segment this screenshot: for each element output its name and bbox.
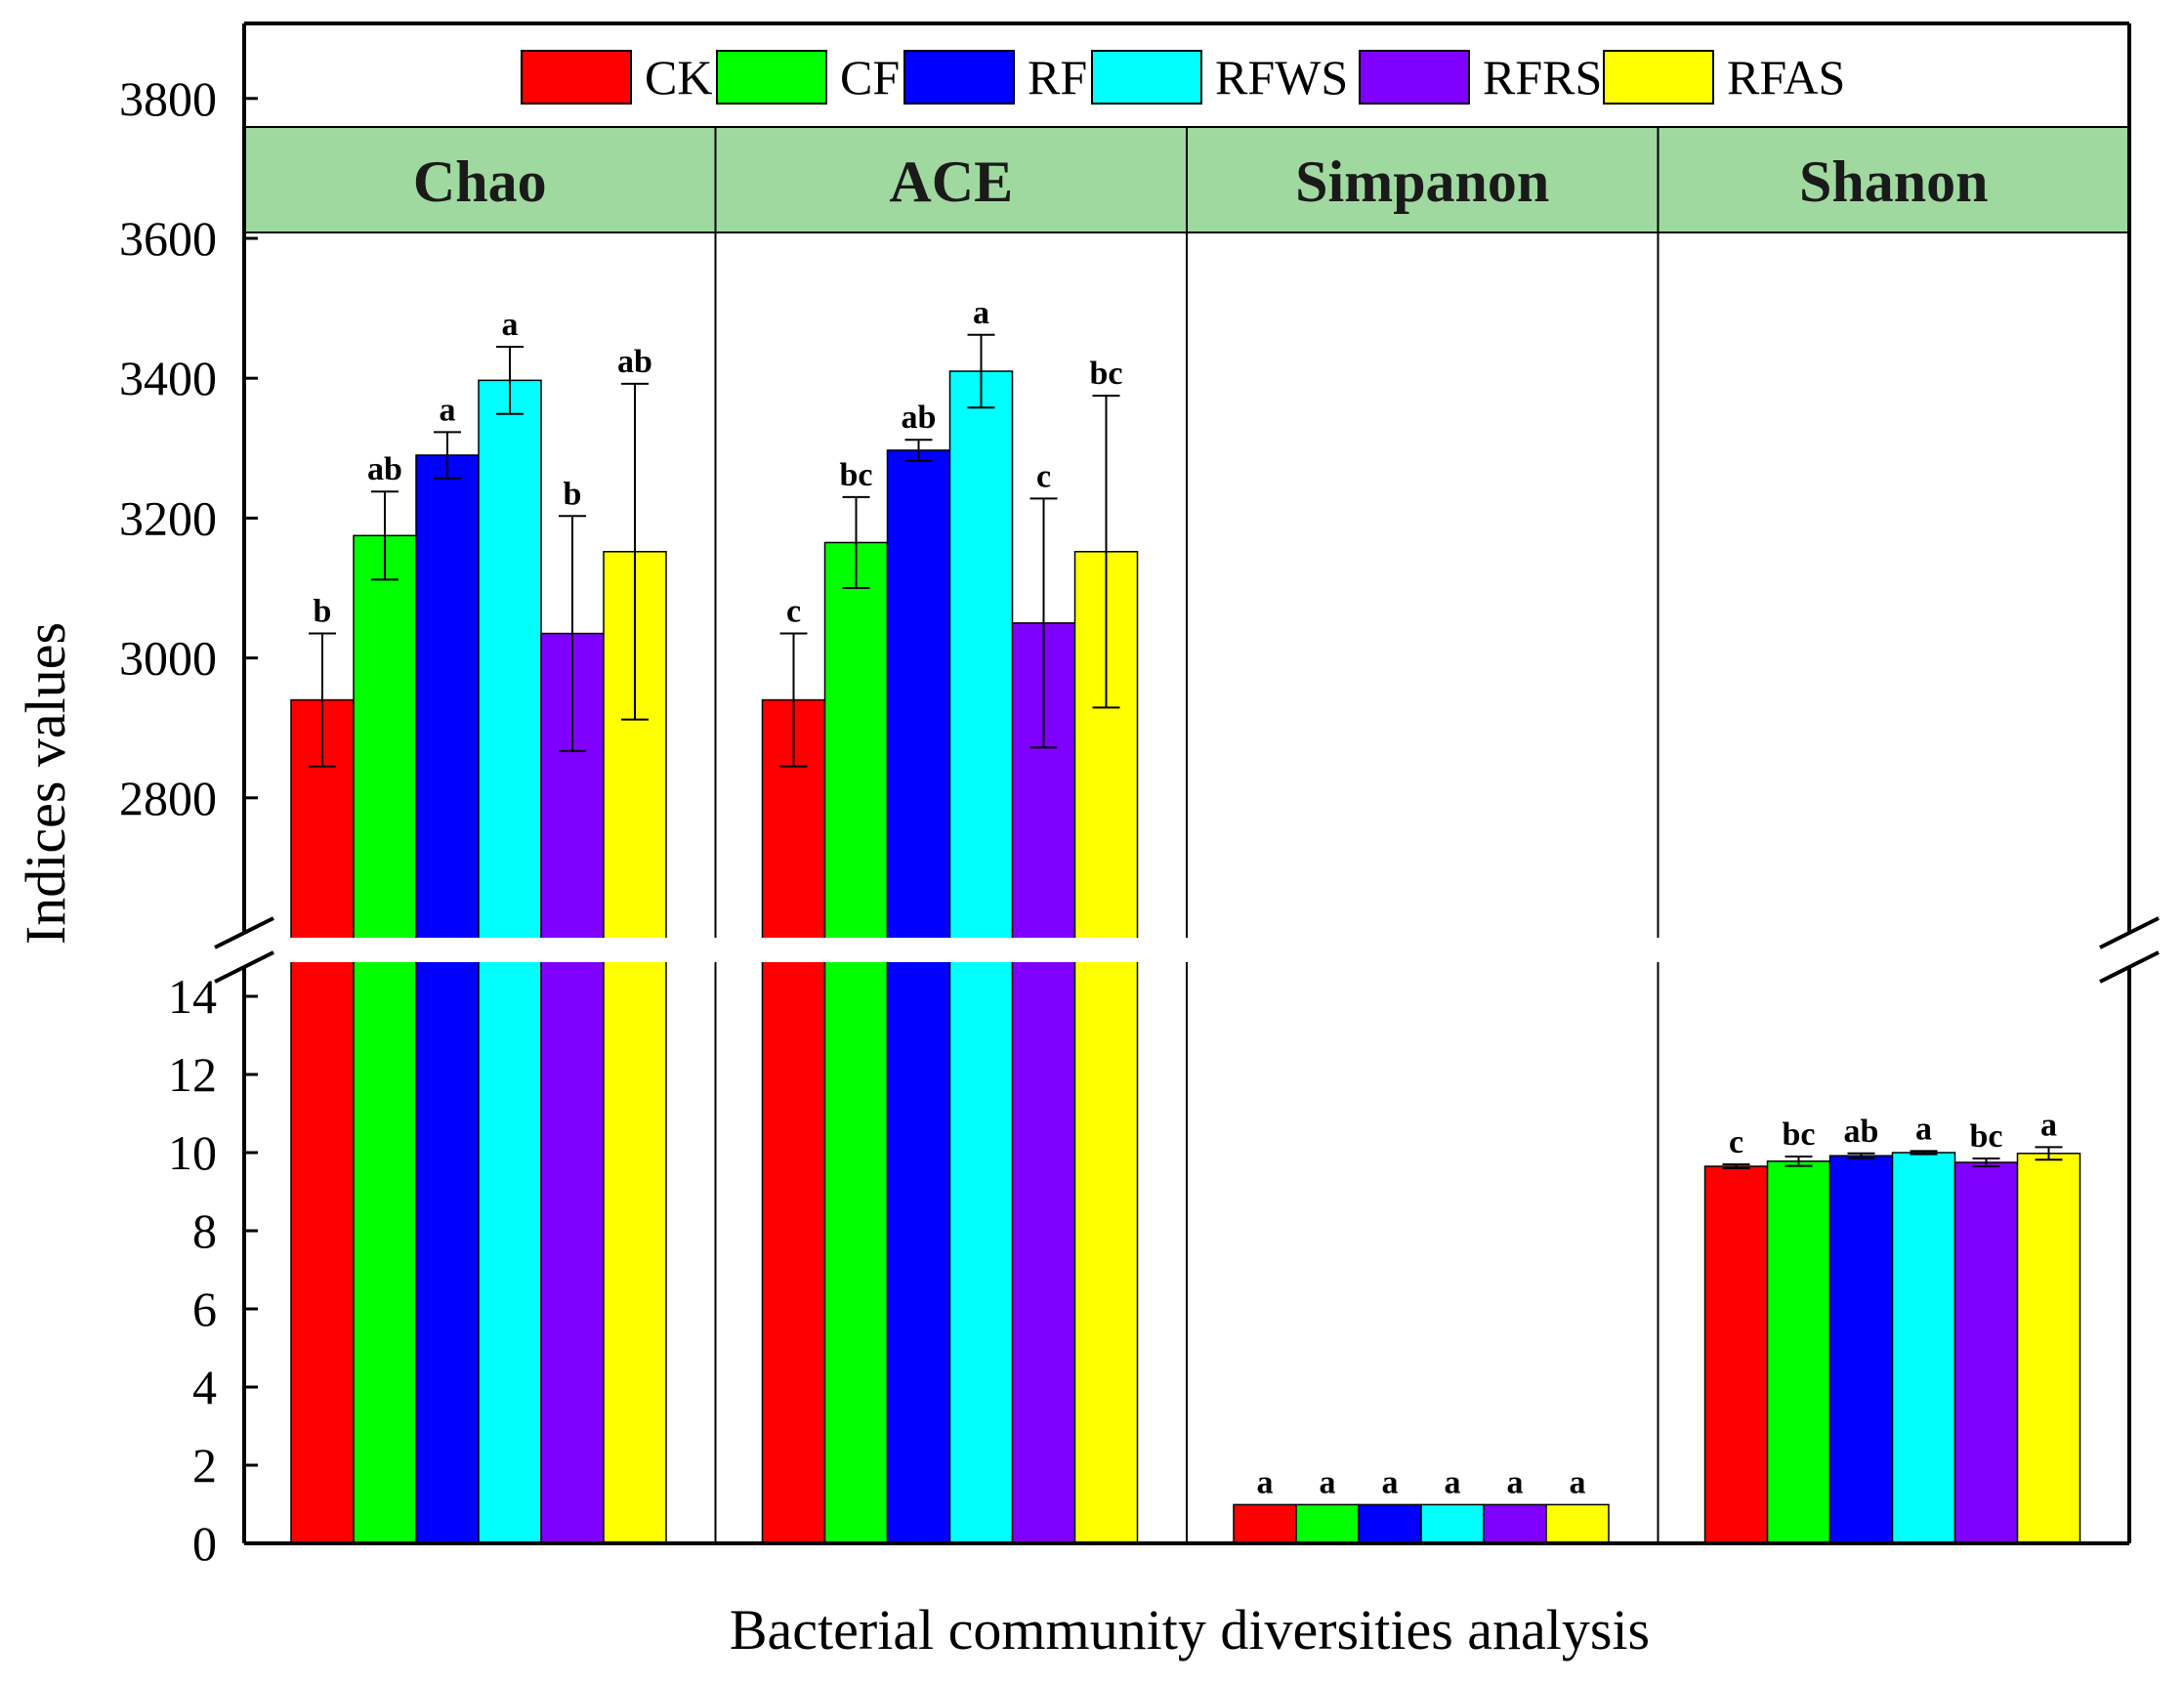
y-tick-label: 0: [192, 1516, 217, 1571]
significance-label: a: [1915, 1111, 1932, 1147]
significance-label: c: [1729, 1124, 1743, 1160]
y-tick-label: 2800: [119, 771, 217, 825]
significance-label: bc: [1090, 356, 1123, 392]
bar-rf-shanon: [1828, 1155, 1894, 1544]
bar-rfas-shanon: [2016, 1153, 2081, 1544]
panel-headers: Chao ACE Simpanon Shanon: [244, 126, 2129, 1543]
legend-label-cf: CF: [840, 50, 900, 105]
bar-cf-chao: [353, 534, 417, 1544]
significance-label: a: [1320, 1464, 1336, 1500]
legend-label-rfrs: RFRS: [1483, 50, 1602, 105]
significance-label: bc: [1970, 1118, 2003, 1155]
bar-ck-ace: [761, 698, 826, 1544]
panel-label-chao: Chao: [413, 149, 547, 214]
legend-label-rf: RF: [1028, 50, 1087, 105]
break-mark-left: [214, 916, 274, 949]
x-axis-title: Bacterial community diversities analysis: [730, 1598, 1650, 1662]
bar-rfas-simpanon: [1545, 1503, 1610, 1544]
significance-label: ab: [902, 400, 937, 436]
significance-label: ab: [367, 451, 402, 487]
significance-label: a: [1445, 1464, 1461, 1500]
bar-cf-simpanon: [1295, 1503, 1360, 1544]
legend-swatch-rf: [903, 50, 1015, 105]
bar-ck-simpanon: [1233, 1503, 1297, 1544]
break-mark-right: [2099, 916, 2160, 949]
y-tick-label: 12: [168, 1047, 217, 1102]
bar-cf-shanon: [1766, 1160, 1831, 1544]
y-tick-label: 3400: [119, 351, 217, 405]
significance-label: a: [502, 307, 519, 343]
significance-label: a: [973, 295, 989, 331]
axis-break: [240, 938, 2133, 962]
bar-rfrs-shanon: [1953, 1161, 2019, 1544]
break-mark-right: [2099, 950, 2160, 984]
axis-break-band: [240, 938, 2133, 962]
legend-label-rfas: RFAS: [1727, 50, 1845, 105]
bar-rfrs-ace: [1011, 622, 1076, 1544]
significance-label: b: [564, 476, 582, 512]
panel-label-ace: ACE: [889, 149, 1013, 214]
legend-swatch-rfrs: [1359, 50, 1470, 105]
break-mark-left: [214, 950, 274, 984]
y-axis-ticks: 2800 3000 3200 3400 3600 3800 0 2 4 6 8 10 12 14: [119, 71, 258, 1571]
significance-label: a: [1382, 1464, 1399, 1500]
y-tick-label: 14: [168, 969, 217, 1024]
legend-label-rfws: RFWS: [1215, 50, 1348, 105]
legend-swatch-cf: [716, 50, 827, 105]
significance-label: a: [1507, 1464, 1524, 1500]
significance-label: ab: [617, 344, 652, 380]
y-tick-label: 10: [168, 1125, 217, 1180]
significance-label: c: [1036, 458, 1051, 494]
bar-cf-ace: [823, 541, 889, 1544]
bar-rfws-shanon: [1891, 1152, 1956, 1544]
panel-label-simpanon: Simpanon: [1295, 149, 1549, 214]
plot-frame: [214, 21, 2160, 1545]
legend-swatch-ck: [521, 50, 632, 105]
legend: CK CF RF RFWS RFRS RFAS: [521, 50, 1845, 105]
y-tick-label: 3600: [119, 211, 217, 266]
bar-rfrs-simpanon: [1483, 1503, 1547, 1544]
y-tick-label: 2: [192, 1438, 217, 1493]
y-tick-label: 3800: [119, 71, 217, 126]
significance-label: c: [786, 594, 801, 630]
bar-rfws-simpanon: [1420, 1503, 1485, 1544]
significance-label: bc: [840, 457, 873, 493]
significance-label: ab: [1844, 1114, 1879, 1150]
bar-ck-chao: [290, 698, 355, 1544]
significance-label: b: [314, 594, 332, 630]
significance-label: a: [2040, 1107, 2057, 1143]
y-tick-label: 6: [192, 1282, 217, 1336]
significance-label: a: [440, 392, 456, 428]
bar-rf-chao: [415, 454, 480, 1544]
bar-rf-simpanon: [1358, 1503, 1422, 1544]
panel-label-shanon: Shanon: [1799, 149, 1988, 214]
legend-swatch-rfws: [1091, 50, 1202, 105]
y-tick-label: 3200: [119, 490, 217, 545]
legend-label-ck: CK: [645, 50, 712, 105]
significance-label: a: [1257, 1464, 1274, 1500]
y-axis-title: Indices values: [14, 622, 77, 945]
bar-rf-ace: [886, 449, 951, 1544]
significance-label: a: [1570, 1464, 1586, 1500]
legend-swatch-rfas: [1603, 50, 1714, 105]
bar-ck-shanon: [1703, 1165, 1769, 1544]
y-tick-label: 4: [192, 1360, 217, 1414]
significance-label: bc: [1783, 1116, 1816, 1153]
y-tick-label: 8: [192, 1203, 217, 1258]
bar-rfrs-chao: [540, 632, 605, 1544]
y-tick-label: 3000: [119, 631, 217, 686]
